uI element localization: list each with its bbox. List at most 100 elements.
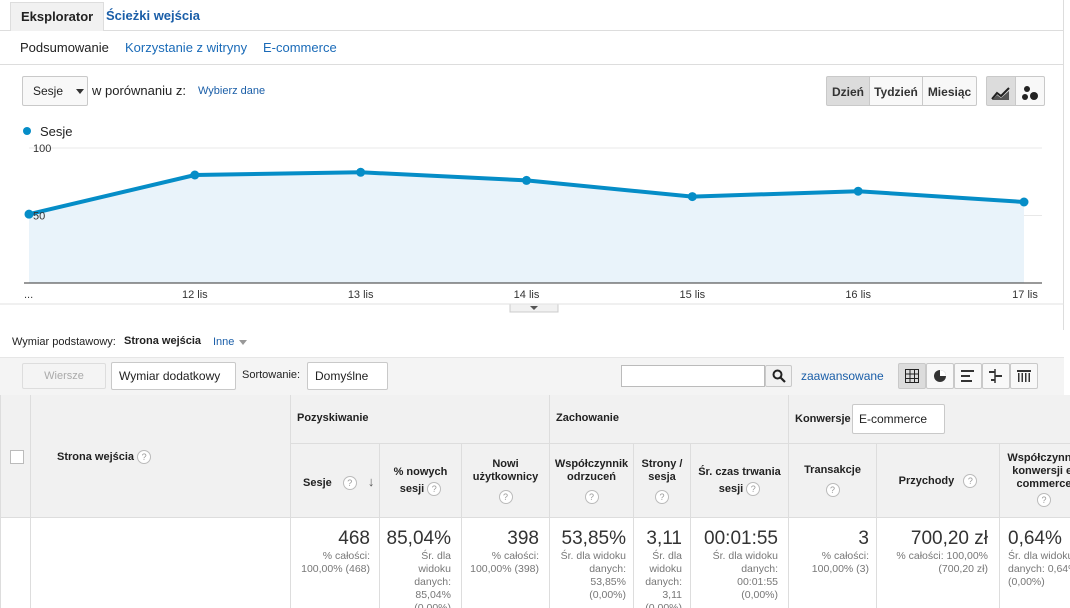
total-avg-session-duration: 00:01:55 Śr. dla widoku danych: 00:01:55… xyxy=(691,518,789,608)
header-revenue-label: Przychody xyxy=(898,474,955,487)
data-point-4 xyxy=(687,192,697,202)
motion-chart-button[interactable] xyxy=(1015,76,1045,106)
primary-dimension-active[interactable]: Strona wejścia xyxy=(124,335,202,347)
primary-dimension-other[interactable]: Inne xyxy=(213,336,248,348)
period-month-button[interactable]: Miesiąc xyxy=(922,76,977,106)
view-pie-button[interactable] xyxy=(926,363,954,389)
chevron-down-icon xyxy=(76,89,85,95)
help-icon[interactable]: ? xyxy=(655,490,669,504)
group-conversions: Konwersje E-commerce xyxy=(789,395,1070,451)
x-tick-label-5: 16 lis xyxy=(845,289,871,301)
choose-data-link[interactable]: Wybierz dane xyxy=(198,85,266,97)
select-all-checkbox[interactable] xyxy=(10,450,24,464)
total-transactions-sub: % całości: 100,00% (3) xyxy=(811,550,869,575)
legend-label-sessions: Sesje xyxy=(40,124,73,139)
divider xyxy=(0,64,1064,65)
help-icon[interactable]: ? xyxy=(825,483,840,497)
help-icon[interactable]: ? xyxy=(137,450,152,464)
header-revenue[interactable]: Przychody ? xyxy=(877,444,1000,518)
data-point-1 xyxy=(190,170,200,180)
header-pages-per-session[interactable]: Strony / sesja ? xyxy=(634,444,691,518)
period-day-button[interactable]: Dzień xyxy=(826,76,870,106)
header-new-users[interactable]: Nowi użytkownicy ? xyxy=(462,444,550,518)
line-chart-button[interactable] xyxy=(986,76,1016,106)
total-bounce-rate-value: 53,85% xyxy=(561,528,626,549)
secondary-dimension-select[interactable]: Wymiar dodatkowy xyxy=(111,362,236,406)
series-area-sessions xyxy=(29,172,1024,283)
header-bounce-rate-label: Współczynnik odrzuceń xyxy=(554,458,629,483)
total-bounce-rate-sub: Śr. dla widoku danych: 53,85% (0,00%) xyxy=(560,550,626,601)
total-ecommerce-conversion-rate-sub: Śr. dla widoku danych: 0,64% (0,00%) xyxy=(1008,550,1070,588)
header-bounce-rate[interactable]: Współczynnik odrzuceń ? xyxy=(550,444,634,518)
total-revenue-value: 700,20 zł xyxy=(910,528,988,549)
data-point-2 xyxy=(356,167,366,177)
header-landing-page[interactable]: Strona wejścia ? xyxy=(31,395,291,518)
header-ecommerce-conversion-rate[interactable]: Współczynnik konwersji e-commerce ? xyxy=(1000,444,1070,518)
plot-rows-button[interactable]: Wiersze wykresu xyxy=(22,363,106,406)
header-sessions[interactable]: Sesje ? ↓ xyxy=(291,444,380,518)
select-all-cell xyxy=(0,395,31,518)
period-week-button[interactable]: Tydzień xyxy=(869,76,923,106)
primary-dimension-label: Wymiar podstawowy: xyxy=(12,336,116,348)
header-avg-session-duration-label: Śr. czas trwania sesji xyxy=(698,466,781,495)
header-ecommerce-conversion-rate-label: Współczynnik konwersji e-commerce xyxy=(1007,452,1070,490)
total-sessions: 468 % całości: 100,00% (468) xyxy=(291,518,380,608)
total-transactions: 3 % całości: 100,00% (3) xyxy=(789,518,877,608)
view-comparison-button[interactable] xyxy=(982,363,1010,389)
help-icon[interactable]: ? xyxy=(498,490,513,504)
total-new-users-sub: % całości: 100,00% (398) xyxy=(470,550,539,575)
view-pivot-button[interactable] xyxy=(1010,363,1038,389)
search-button[interactable] xyxy=(765,365,792,387)
help-icon[interactable]: ? xyxy=(584,490,599,504)
total-avg-session-duration-sub: Śr. dla widoku danych: 00:01:55 (0,00%) xyxy=(712,550,778,601)
tab-landing-paths[interactable]: Ścieżki wejścia xyxy=(106,8,200,23)
header-avg-session-duration[interactable]: Śr. czas trwania sesji ? xyxy=(691,444,789,518)
comparison-icon xyxy=(989,369,1002,383)
y-tick-label-100: 100 xyxy=(33,143,51,155)
sort-label: Sortowanie: xyxy=(242,369,301,381)
total-new-users: 398 % całości: 100,00% (398) xyxy=(462,518,550,608)
data-point-3 xyxy=(522,175,531,185)
total-ecommerce-conversion-rate: 0,64% Śr. dla widoku danych: 0,64% (0,00… xyxy=(1000,518,1070,608)
total-new-users-value: 398 xyxy=(507,528,539,549)
data-point-0 xyxy=(24,209,34,219)
total-pages-per-session-value: 3,11 xyxy=(646,528,682,549)
x-tick-label-6: 17 lis xyxy=(1012,289,1038,301)
bubble-chart-icon xyxy=(1022,85,1038,100)
subtab-summary[interactable]: Podsumowanie xyxy=(20,40,109,55)
help-icon[interactable]: ? xyxy=(746,482,761,497)
header-transactions[interactable]: Transakcje ? xyxy=(789,444,877,518)
metric-select[interactable]: Sesje xyxy=(22,76,88,106)
x-tick-label-4: 15 lis xyxy=(679,289,705,301)
total-pages-per-session-sub: Śr. dla widoku danych: 3,11 (0,00%) xyxy=(645,550,682,608)
header-pages-per-session-label: Strony / sesja xyxy=(641,458,683,483)
x-tick-label-0: ... xyxy=(24,289,33,301)
table-search-input[interactable] xyxy=(621,365,765,387)
sessions-line-chart: 100 50... 12 lis 13 lis 14 lis 15 lis 16 lis 17… xyxy=(0,143,1064,313)
pie-chart-icon xyxy=(934,370,946,382)
sort-select[interactable]: Domyślne xyxy=(307,362,388,406)
total-avg-session-duration-value: 00:01:55 xyxy=(704,528,778,549)
y-tick-label-50: 50 xyxy=(33,211,45,223)
total-bounce-rate: 53,85% Śr. dla widoku danych: 53,85% (0,… xyxy=(550,518,634,608)
pivot-icon xyxy=(1017,370,1031,382)
help-icon[interactable]: ? xyxy=(1037,493,1051,507)
help-icon[interactable]: ? xyxy=(963,474,978,488)
header-transactions-label: Transakcje xyxy=(804,464,861,476)
view-table-button[interactable] xyxy=(898,363,926,389)
tab-explorer[interactable]: Eksplorator xyxy=(10,2,105,31)
help-icon[interactable]: ? xyxy=(342,476,357,491)
x-tick-label-2: 13 lis xyxy=(348,289,374,301)
conversion-select[interactable]: E-commerce xyxy=(852,404,945,451)
data-point-5 xyxy=(853,186,863,196)
subtab-ecommerce[interactable]: E-commerce xyxy=(263,40,337,55)
legend-dot-sessions xyxy=(23,127,31,135)
compare-label: w porównaniu z: xyxy=(92,83,186,98)
view-performance-button[interactable] xyxy=(954,363,982,389)
subtab-site-usage[interactable]: Korzystanie z witryny xyxy=(125,40,248,55)
chevron-down-icon xyxy=(530,306,538,310)
advanced-filter-link[interactable]: zaawansowane xyxy=(801,369,884,383)
header-new-sessions[interactable]: % nowych sesji ? xyxy=(380,444,462,518)
secondary-dimension-label: Wymiar dodatkowy xyxy=(119,369,221,383)
help-icon[interactable]: ? xyxy=(427,482,442,497)
